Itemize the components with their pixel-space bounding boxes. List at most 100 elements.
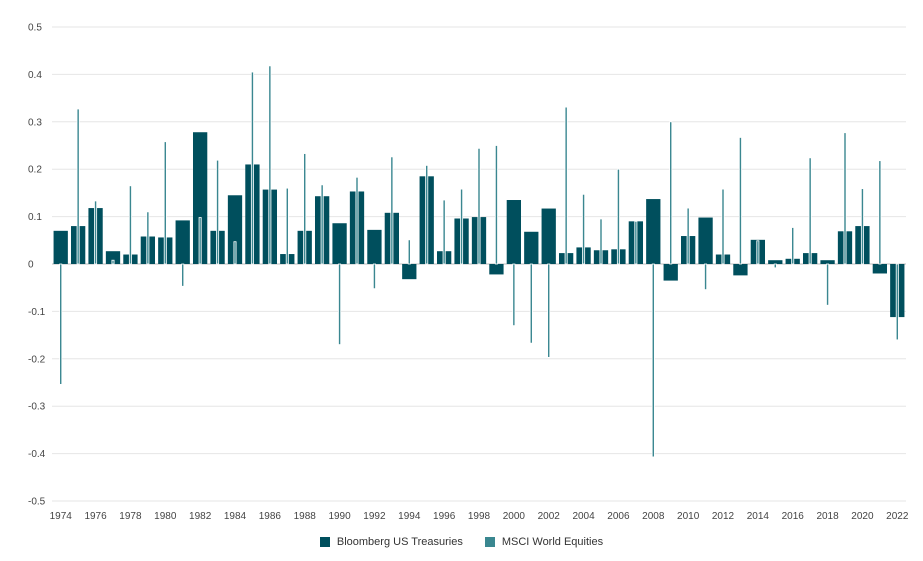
bar-equities[interactable] [826, 263, 830, 306]
bar-equities[interactable] [59, 263, 63, 385]
bar-equities[interactable] [268, 65, 272, 265]
bar-treasuries[interactable] [698, 217, 713, 264]
bar-equities[interactable] [512, 263, 516, 327]
y-axis: 0.5 0.4 0.3 0.2 0.1 0 -0.1 -0.2 -0.3 -0.4 -0.5 [28, 23, 46, 508]
bar-equities[interactable] [146, 211, 150, 265]
bar-equities[interactable] [634, 220, 638, 265]
x-tick-label: 1992 [363, 511, 386, 522]
bar-equities[interactable] [198, 217, 202, 265]
y-tick-label: 0.2 [28, 165, 42, 176]
bar-treasuries[interactable] [175, 220, 190, 264]
bar-equities[interactable] [582, 193, 586, 265]
bar-equities[interactable] [808, 157, 812, 265]
bar-equities[interactable] [860, 188, 864, 265]
bar-equities[interactable] [233, 241, 237, 265]
y-tick-label: 0 [28, 260, 34, 271]
bar-treasuries[interactable] [524, 231, 539, 264]
x-tick-label: 2010 [677, 511, 700, 522]
bar-treasuries[interactable] [646, 199, 661, 264]
bar-equities[interactable] [686, 207, 690, 265]
bar-treasuries[interactable] [768, 260, 783, 264]
bar-treasuries[interactable] [506, 200, 522, 264]
bar-equities[interactable] [564, 106, 568, 265]
bar-equities[interactable] [721, 188, 725, 265]
bar-treasuries[interactable] [105, 251, 121, 264]
y-tick-label: -0.2 [28, 354, 46, 365]
bar-treasuries[interactable] [733, 264, 748, 276]
bar-equities[interactable] [460, 188, 464, 265]
bar-equities[interactable] [704, 263, 708, 290]
bar-equities[interactable] [425, 165, 429, 265]
bar-treasuries[interactable] [332, 223, 347, 264]
legend-swatch-treasuries [319, 537, 330, 547]
legend-item-equities[interactable]: MSCI World Equities [484, 536, 604, 548]
bar-treasuries[interactable] [872, 264, 888, 274]
bar-equities[interactable] [355, 176, 359, 265]
bar-equities[interactable] [285, 187, 289, 265]
bar-equities[interactable] [111, 259, 115, 265]
y-tick-label: 0.1 [28, 212, 42, 223]
bar-equities[interactable] [791, 227, 795, 265]
x-tick-label: 1980 [154, 511, 177, 522]
x-tick-label: 2018 [816, 511, 839, 522]
bar-equities[interactable] [372, 263, 376, 290]
bar-equities[interactable] [547, 263, 551, 358]
bar-equities[interactable] [390, 156, 394, 265]
y-tick-label: -0.1 [28, 307, 46, 318]
bar-equities[interactable] [738, 137, 742, 265]
legend-label-equities: MSCI World Equities [501, 536, 604, 548]
bar-treasuries[interactable] [820, 260, 835, 264]
bar-equities[interactable] [94, 200, 98, 265]
bar-equities[interactable] [529, 263, 533, 344]
bar-treasuries[interactable] [489, 264, 504, 275]
bar-equities[interactable] [773, 263, 777, 269]
bar-equities[interactable] [128, 185, 132, 265]
x-axis: 1974 1976 1978 1980 1982 1984 1986 1988 1990 1992… [50, 511, 909, 522]
x-tick-label: 1976 [84, 511, 107, 522]
y-tick-label: -0.5 [28, 497, 46, 508]
bar-equities[interactable] [216, 159, 220, 265]
bar-equities[interactable] [878, 160, 882, 265]
bar-equities[interactable] [181, 263, 185, 287]
bar-treasuries[interactable] [367, 229, 382, 264]
bar-equities[interactable] [599, 218, 603, 265]
bar-equities[interactable] [494, 145, 498, 265]
bar-treasuries[interactable] [541, 208, 556, 264]
bar-treasuries[interactable] [402, 264, 417, 280]
y-tick-label: 0.5 [28, 23, 42, 34]
x-tick-label: 1996 [433, 511, 456, 522]
bar-equities[interactable] [477, 147, 481, 265]
x-tick-label: 2014 [747, 511, 770, 522]
legend-swatch-equities [484, 537, 495, 547]
x-tick-label: 2002 [538, 511, 561, 522]
bar-equities[interactable] [442, 199, 446, 265]
x-tick-label: 1990 [328, 511, 351, 522]
bar-treasuries[interactable] [227, 195, 243, 264]
legend-label-treasuries: Bloomberg US Treasuries [336, 536, 463, 548]
bar-equities[interactable] [843, 132, 847, 265]
x-tick-label: 2022 [886, 511, 909, 522]
bar-treasuries[interactable] [663, 264, 678, 281]
bar-equities[interactable] [320, 184, 324, 265]
bar-equities[interactable] [338, 263, 342, 345]
bar-equities[interactable] [250, 71, 254, 265]
bar-equities[interactable] [651, 263, 655, 458]
bar-equities[interactable] [76, 108, 80, 265]
y-tick-label: 0.3 [28, 117, 42, 128]
bars [53, 65, 905, 458]
x-tick-label: 1994 [398, 511, 421, 522]
y-tick-label: 0.4 [28, 70, 42, 81]
bar-treasuries[interactable] [192, 132, 208, 264]
bar-equities[interactable] [163, 141, 167, 265]
legend-item-treasuries[interactable]: Bloomberg US Treasuries [319, 536, 463, 548]
bar-equities[interactable] [303, 153, 307, 265]
bar-equities[interactable] [756, 240, 760, 265]
bar-equities[interactable] [616, 168, 620, 265]
bar-equities[interactable] [407, 239, 411, 265]
x-tick-label: 1988 [294, 511, 317, 522]
x-tick-label: 2012 [712, 511, 735, 522]
x-tick-label: 1974 [50, 511, 73, 522]
bar-equities[interactable] [669, 121, 673, 265]
bar-treasuries[interactable] [53, 230, 68, 264]
bar-equities[interactable] [895, 263, 899, 341]
